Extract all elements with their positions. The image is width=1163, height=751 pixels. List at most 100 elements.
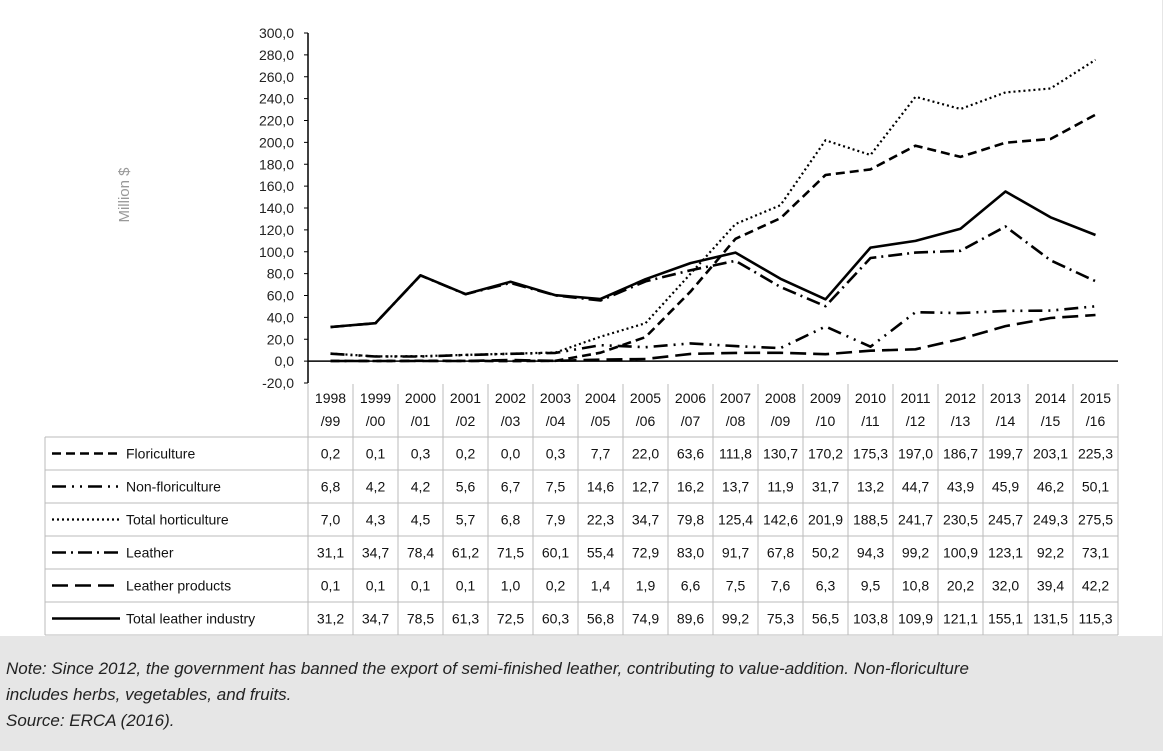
x-tick-label: /07 <box>681 413 701 429</box>
table-cell-value: 13,2 <box>857 479 884 495</box>
x-tick-label: 2006 <box>675 390 706 406</box>
table-cell-value: 1,9 <box>636 578 656 594</box>
table-cell-value: 20,2 <box>947 578 974 594</box>
table-cell-value: 0,2 <box>456 446 476 462</box>
chart: 300,0 280,0 260,0 240,0 220,0 200,0 180,0 160,0… <box>44 25 1119 636</box>
x-tick-label: 2013 <box>990 390 1021 406</box>
table-cell-value: 131,5 <box>1033 611 1068 627</box>
x-tick-label: /09 <box>771 413 791 429</box>
y-tick-label: 80,0 <box>267 266 294 282</box>
table-cell-value: 103,8 <box>853 611 888 627</box>
x-tick-label: /16 <box>1086 413 1106 429</box>
x-tick-label: /02 <box>456 413 476 429</box>
table-cell-value: 6,7 <box>501 479 521 495</box>
x-tick-label: 2011 <box>900 390 930 406</box>
table-cell-value: 73,1 <box>1082 545 1109 561</box>
y-tick-label: 260,0 <box>259 69 294 85</box>
x-tick-label: /10 <box>816 413 836 429</box>
note-line-1: Note: Since 2012, the government has ban… <box>6 659 969 678</box>
table-cell-value: 61,3 <box>452 611 479 627</box>
x-tick-label: /05 <box>591 413 611 429</box>
table-cell-value: 4,2 <box>366 479 386 495</box>
table-cell-value: 31,2 <box>317 611 344 627</box>
table-cell-value: 155,1 <box>988 611 1023 627</box>
series-line-total-horticulture <box>330 58 1097 358</box>
y-tick-label: 220,0 <box>259 113 294 129</box>
table-cell-value: 0,1 <box>456 578 476 594</box>
table-cell-value: 100,9 <box>943 545 978 561</box>
series-line-floriculture <box>330 113 1097 363</box>
table-cell-value: 6,8 <box>321 479 341 495</box>
table-cell-value: 89,6 <box>677 611 704 627</box>
table-cell-value: 7,5 <box>726 578 746 594</box>
x-tick-label: 1999 <box>360 390 391 406</box>
y-tick-label: 100,0 <box>259 244 294 260</box>
y-tick-label: 40,0 <box>267 309 294 325</box>
y-tick-label: 160,0 <box>259 178 294 194</box>
table-cell-value: 10,8 <box>902 578 929 594</box>
table-cell-value: 34,7 <box>362 611 389 627</box>
table-cell-value: 6,3 <box>816 578 836 594</box>
x-tick-label: /11 <box>861 413 880 429</box>
table-cell-value: 130,7 <box>763 446 798 462</box>
source-line: Source: ERCA (2016). <box>6 711 175 730</box>
table-cell-value: 199,7 <box>988 446 1023 462</box>
y-tick-label: 280,0 <box>259 47 294 63</box>
table-cell-value: 34,7 <box>632 512 659 528</box>
table-cell-value: 22,3 <box>587 512 614 528</box>
table-cell-value: 1,0 <box>501 578 521 594</box>
x-tick-label: 2009 <box>810 390 841 406</box>
table-cell-value: 0,1 <box>366 578 386 594</box>
y-tick-label: 180,0 <box>259 156 294 172</box>
table-cell-value: 6,8 <box>501 512 521 528</box>
table-cell-value: 31,1 <box>317 545 344 561</box>
table-cell-value: 79,8 <box>677 512 704 528</box>
table-cell-value: 0,2 <box>546 578 566 594</box>
table-cell-value: 0,3 <box>411 446 431 462</box>
table-cell-value: 56,8 <box>587 611 614 627</box>
table-cell-value: 78,5 <box>407 611 434 627</box>
table-cell-value: 32,0 <box>992 578 1019 594</box>
legend-label: Leather products <box>126 578 231 594</box>
table-cell-value: 0,1 <box>321 578 341 594</box>
table-cell-value: 9,5 <box>861 578 881 594</box>
y-tick-label: 120,0 <box>259 222 294 238</box>
x-tick-label: /01 <box>411 413 431 429</box>
table-cell-value: 22,0 <box>632 446 659 462</box>
x-tick-label: /12 <box>906 413 926 429</box>
table-cell-value: 241,7 <box>898 512 933 528</box>
table-cell-value: 230,5 <box>943 512 978 528</box>
x-tick-label: 2001 <box>450 390 481 406</box>
table-cell-value: 55,4 <box>587 545 614 561</box>
table-cell-value: 91,7 <box>722 545 749 561</box>
x-tick-label: 2004 <box>585 390 616 406</box>
legend-label: Non-floriculture <box>126 479 221 495</box>
x-tick-label: /08 <box>726 413 746 429</box>
table-cell-value: 249,3 <box>1033 512 1068 528</box>
table-cell-value: 78,4 <box>407 545 434 561</box>
y-tick-label: 0,0 <box>275 353 295 369</box>
table-cell-value: 275,5 <box>1078 512 1113 528</box>
legend-label: Total leather industry <box>126 611 255 627</box>
table-cell-value: 60,1 <box>542 545 569 561</box>
x-tick-label: 2000 <box>405 390 436 406</box>
legend-label: Total horticulture <box>126 512 229 528</box>
table-cell-value: 7,0 <box>321 512 341 528</box>
table-cell-value: 111,8 <box>719 446 752 462</box>
x-tick-label: 2015 <box>1080 390 1111 406</box>
x-tick-label: 2010 <box>855 390 886 406</box>
table-cell-value: 50,1 <box>1082 479 1109 495</box>
table-cell-value: 42,2 <box>1082 578 1109 594</box>
table-cell-value: 43,9 <box>947 479 974 495</box>
table-cell-value: 14,6 <box>587 479 614 495</box>
table-cell-value: 201,9 <box>808 512 843 528</box>
table-cell-value: 56,5 <box>812 611 839 627</box>
x-tick-label: /14 <box>996 413 1016 429</box>
table-cell-value: 142,6 <box>763 512 798 528</box>
table-cell-value: 1,4 <box>591 578 611 594</box>
table-cell-value: 203,1 <box>1033 446 1068 462</box>
table-cell-value: 170,2 <box>808 446 843 462</box>
table-cell-value: 175,3 <box>853 446 888 462</box>
table-cell-value: 7,7 <box>591 446 611 462</box>
table-cell-value: 225,3 <box>1078 446 1113 462</box>
